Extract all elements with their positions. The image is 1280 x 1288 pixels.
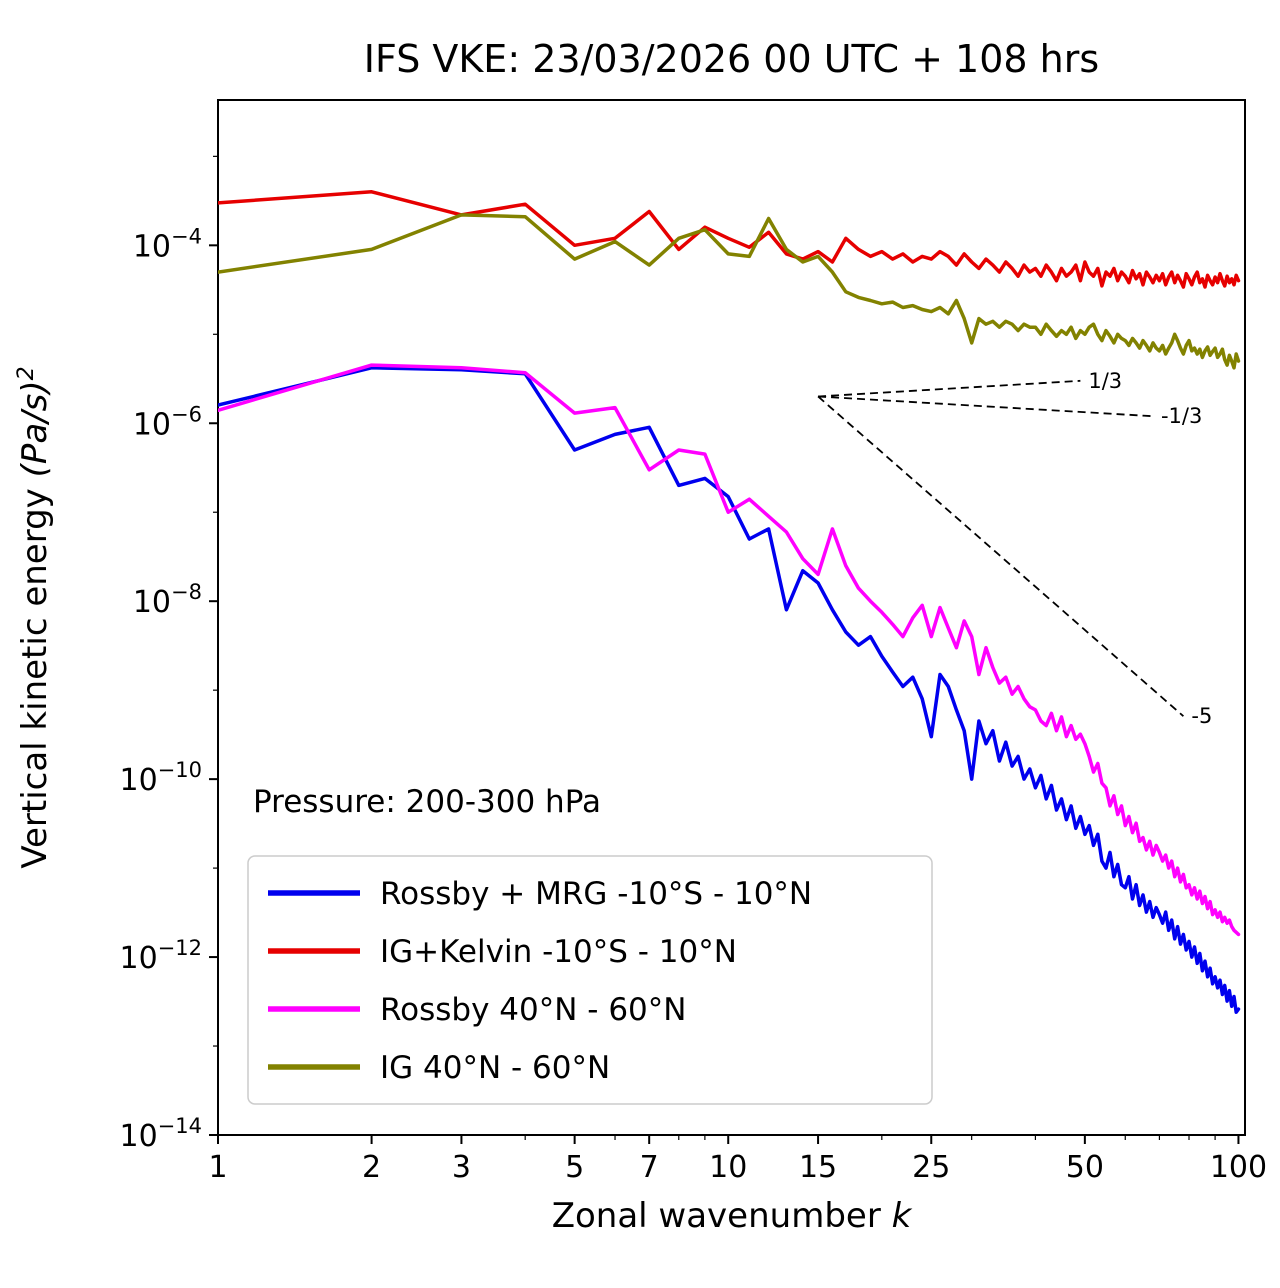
y-tick-label: 10−12 xyxy=(119,936,202,976)
series-line-1 xyxy=(218,190,1241,289)
x-tick-label: 15 xyxy=(799,1150,837,1185)
guide-line xyxy=(817,395,1184,717)
series-lines xyxy=(218,190,1241,1014)
y-axis-label: Vertical kinetic energy (Pa/s)2 xyxy=(14,366,55,868)
y-tick-label: 10−10 xyxy=(119,758,202,798)
series-line-3 xyxy=(218,213,1241,370)
pressure-annotation: Pressure: 200-300 hPa xyxy=(253,784,601,820)
guide-label: 1/3 xyxy=(1088,369,1122,393)
series-line-0 xyxy=(218,366,1241,1014)
slope-guides: 1/3 -1/3 -5 xyxy=(817,369,1212,728)
x-axis: 1 2 3 5 7 10 15 25 50 100 xyxy=(208,1135,1267,1185)
legend-item: Rossby + MRG -10°S - 10°N xyxy=(268,876,812,912)
legend-item: Rossby 40°N - 60°N xyxy=(268,992,686,1028)
y-tick-label: 10−4 xyxy=(133,224,202,264)
legend-box xyxy=(247,855,933,1105)
legend: Rossby + MRG -10°S - 10°N IG+Kelvin -10°S… xyxy=(247,855,933,1105)
plot-frame xyxy=(217,99,1246,1136)
x-tick-label: 1 xyxy=(208,1150,227,1185)
legend-item: IG+Kelvin -10°S - 10°N xyxy=(268,934,737,970)
legend-item-label: Rossby 40°N - 60°N xyxy=(380,992,686,1028)
y-tick-label: 10−6 xyxy=(133,402,202,442)
x-tick-label: 3 xyxy=(452,1150,471,1185)
guide-line xyxy=(818,379,1081,398)
x-axis-label: Zonal wavenumber k xyxy=(552,1196,913,1236)
chart-title: IFS VKE: 23/03/2026 00 UTC + 108 hrs xyxy=(364,37,1099,81)
y-tick-label: 10−14 xyxy=(119,1114,202,1154)
legend-item-label: IG 40°N - 60°N xyxy=(380,1050,610,1086)
x-tick-label: 7 xyxy=(640,1150,659,1185)
guide-label: -1/3 xyxy=(1161,404,1202,428)
legend-item-label: IG+Kelvin -10°S - 10°N xyxy=(380,934,737,970)
y-tick-label: 10−8 xyxy=(133,580,202,620)
guide-label: -5 xyxy=(1191,704,1212,728)
x-tick-label: 100 xyxy=(1210,1150,1267,1185)
guide-line xyxy=(818,395,1154,418)
x-tick-label: 25 xyxy=(912,1150,950,1185)
x-tick-label: 5 xyxy=(565,1150,584,1185)
legend-item: IG 40°N - 60°N xyxy=(268,1050,610,1086)
y-axis: 10−4 10−6 10−8 10−10 10−12 10−14 xyxy=(119,155,218,1154)
x-tick-label: 50 xyxy=(1066,1150,1104,1185)
x-tick-label: 2 xyxy=(362,1150,381,1185)
series-line-2 xyxy=(218,363,1241,937)
legend-item-label: Rossby + MRG -10°S - 10°N xyxy=(380,876,812,912)
x-tick-label: 10 xyxy=(709,1150,747,1185)
